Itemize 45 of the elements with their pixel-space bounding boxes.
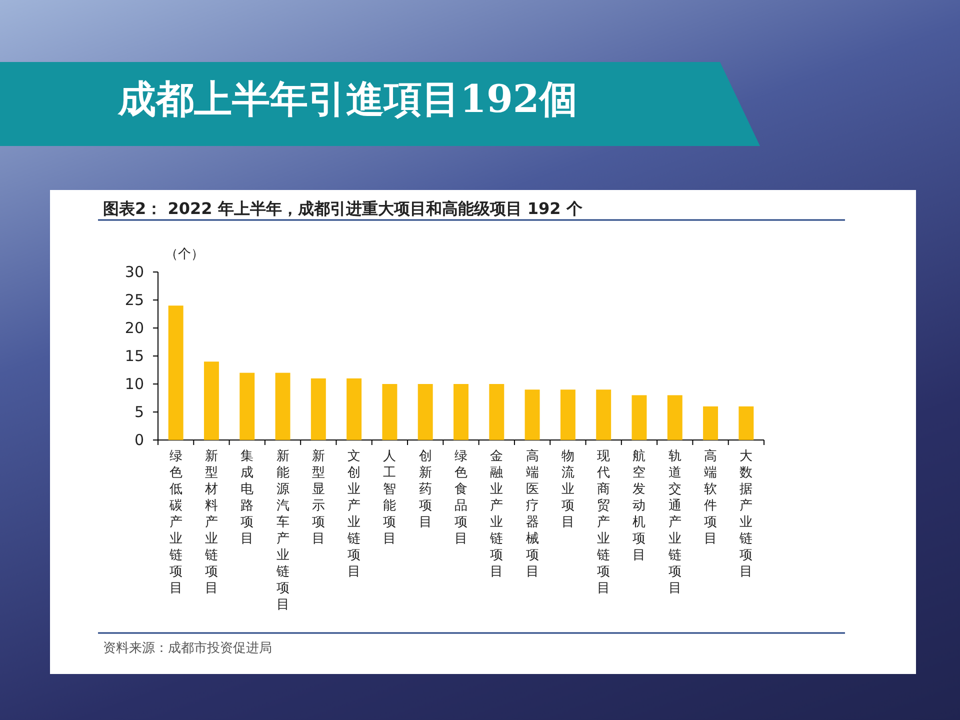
x-tick-label: 新型显示项目 (312, 449, 325, 546)
bar (632, 395, 647, 440)
chart-title: 成都上半年引進項目192個 (117, 76, 578, 121)
y-tick-label: 5 (134, 403, 144, 421)
x-tick-label: 人工智能项目 (383, 449, 396, 546)
bar (240, 372, 255, 440)
category-label: 现代商贸产业链项目 (597, 449, 610, 596)
category-label: 轨道交通产业链项目 (668, 449, 682, 596)
bar (667, 395, 682, 440)
bar (489, 384, 504, 440)
x-tick-label: 集成电路项目 (240, 449, 254, 546)
y-tick-label: 10 (124, 375, 144, 393)
x-tick-label: 高端软件项目 (704, 448, 718, 546)
y-tick-label: 25 (124, 291, 144, 309)
bar (524, 390, 540, 440)
y-tick-label: 30 (124, 263, 144, 281)
bar (738, 406, 754, 440)
x-tick-label: 创新药项目 (418, 449, 432, 530)
bar (310, 378, 326, 440)
y-tick-label: 0 (134, 431, 144, 449)
bar (382, 384, 398, 440)
y-tick-label: 20 (124, 319, 144, 337)
bar (168, 306, 184, 440)
y-axis-title: （个） (165, 247, 204, 262)
text: 资料来源：成都市投资促进局 (103, 641, 272, 656)
x-tick-label: 高端医疗器械项目 (526, 448, 539, 580)
category-label: 绿色低碳产业链项目 (169, 449, 182, 596)
y-tick-label: 15 (124, 347, 144, 365)
bar (703, 406, 718, 440)
x-tick-label: 大数据产业链项目 (738, 449, 753, 580)
x-tick-label: 金融业产业链项目 (489, 449, 504, 580)
x-tick-label: 文创业产业链项目 (346, 449, 361, 580)
bar (275, 372, 290, 440)
x-tick-label: 航空发动机项目 (632, 449, 646, 563)
x-tick-label: 物流业项目 (561, 449, 574, 530)
x-tick-label: 绿色食品项目 (454, 449, 468, 546)
bar (454, 384, 468, 440)
category-label: 新型材料产业链项目 (204, 449, 218, 596)
bar (204, 362, 219, 440)
bar (596, 390, 612, 440)
bar (560, 390, 576, 440)
bar (346, 378, 362, 440)
bar (418, 384, 433, 440)
category-label: 新能源汽车产业链项目 (276, 449, 290, 612)
chart-subtitle: 图表2： 2022 年上半年，成都引进重大项目和高能级项目 192 个 (103, 199, 584, 218)
